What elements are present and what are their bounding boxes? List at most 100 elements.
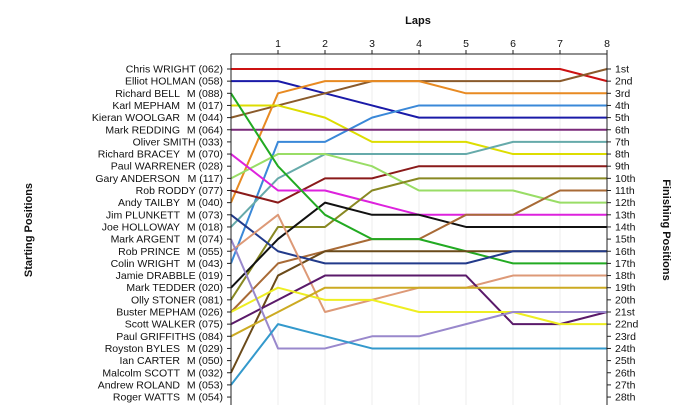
finishing-position-label: 12th <box>615 197 636 209</box>
axes <box>227 50 611 406</box>
starting-driver-name: Mark ARGENT <box>111 234 181 246</box>
starting-driver-name: Mark TEDDER (020) <box>126 282 223 294</box>
finishing-position-label: 23rd <box>615 331 636 343</box>
series-line <box>231 80 607 119</box>
starting-driver-name: Joe HOLLOWAY <box>102 221 180 233</box>
series-line <box>230 286 607 338</box>
starting-driver-code: M (055) <box>187 246 223 258</box>
finishing-position-label: 27th <box>615 379 636 391</box>
starting-driver-code: M (032) <box>187 367 223 379</box>
x-tick-label: 6 <box>510 38 516 50</box>
starting-driver-name: Roger WATTS <box>113 392 180 404</box>
starting-driver-code: M (117) <box>188 173 223 185</box>
finishing-position-label: 2nd <box>615 76 633 88</box>
series-line <box>230 165 607 204</box>
x-tick-label: 3 <box>369 38 375 50</box>
finishing-position-label: 26th <box>615 367 636 379</box>
starting-driver-name: Richard BELL <box>115 88 180 100</box>
finishing-position-label: 7th <box>615 136 630 148</box>
starting-driver-code: M (029) <box>187 343 223 355</box>
finishing-position-label: 10th <box>615 173 636 185</box>
series-line <box>230 80 607 204</box>
starting-driver-name: Kieran WOOLGAR <box>92 112 181 124</box>
series-layer <box>230 68 608 386</box>
finishing-position-label: 28th <box>615 392 636 404</box>
finishing-position-label: 22nd <box>615 319 639 331</box>
finishing-position-label: 9th <box>615 161 630 173</box>
finishing-position-label: 18th <box>615 270 636 282</box>
series-line <box>231 68 608 83</box>
starting-driver-name: Malcolm SCOTT <box>102 367 180 379</box>
finishing-position-label: 3rd <box>615 88 630 100</box>
starting-driver-name: Rob RODDY (077) <box>136 185 223 197</box>
starting-driver-name: Richard BRACEY <box>98 149 180 161</box>
starting-driver-name: Paul WARRENER (028) <box>111 161 223 173</box>
starting-driver-name: Elliot HOLMAN (058) <box>125 76 223 88</box>
starting-driver-code: M (050) <box>187 355 223 367</box>
labels: 1 2 3 4 5 6 7 8 Chris WRIGHT (062)Elliot HOLMAN … <box>92 38 639 404</box>
finishing-position-label: 17th <box>615 258 636 270</box>
starting-driver-name: Ian CARTER <box>120 355 181 367</box>
starting-driver-name: Gary ANDERSON <box>95 173 180 185</box>
starting-driver-code: M (044) <box>187 112 223 124</box>
starting-driver-code: M (074) <box>187 234 223 246</box>
series-line <box>230 286 607 326</box>
starting-driver-code: M (043) <box>187 258 223 270</box>
starting-driver-name: Oliver SMITH (033) <box>133 136 223 148</box>
starting-driver-name: Mark REDDING <box>105 124 180 136</box>
finishing-position-label: 5th <box>615 112 630 124</box>
finishing-position-label: 4th <box>615 100 630 112</box>
starting-driver-name: Scott WALKER (075) <box>125 319 223 331</box>
finishing-position-label: 24th <box>615 343 636 355</box>
starting-driver-name: Olly STONER (081) <box>131 294 223 306</box>
x-tick-label: 7 <box>557 38 563 50</box>
starting-driver-code: M (070) <box>187 149 223 161</box>
starting-driver-name: Colin WRIGHT <box>111 258 181 270</box>
starting-driver-name: Karl MEPHAM <box>112 100 180 112</box>
finishing-position-label: 15th <box>615 234 636 246</box>
finishing-position-label: 25th <box>615 355 636 367</box>
series-line <box>230 104 607 264</box>
finishing-position-label: 16th <box>615 246 636 258</box>
x-tick-label: 2 <box>322 38 328 50</box>
series-line <box>230 92 607 265</box>
x-tick-label: 5 <box>463 38 469 50</box>
series-line <box>230 201 607 289</box>
series-line <box>230 140 607 228</box>
finishing-position-label: 20th <box>615 294 636 306</box>
y-axis-left-title: Starting Positions <box>23 183 35 277</box>
grid <box>277 54 608 406</box>
starting-driver-name: Royston BYLES <box>105 343 180 355</box>
starting-driver-code: M (017) <box>187 100 223 112</box>
starting-driver-name: Buster MEPHAM (026) <box>116 307 223 319</box>
starting-driver-code: M (073) <box>187 209 223 221</box>
finishing-position-label: 11th <box>615 185 635 197</box>
series-line <box>230 214 607 265</box>
starting-driver-name: Andrew ROLAND <box>98 379 181 391</box>
y-axis-right-title: Finishing Positions <box>660 179 672 280</box>
starting-driver-code: M (064) <box>187 124 223 136</box>
x-tick-label: 1 <box>275 38 281 50</box>
series-line <box>231 104 607 156</box>
starting-driver-name: Chris WRIGHT (062) <box>126 64 223 76</box>
starting-driver-name: Jamie DRABBLE (019) <box>116 270 223 282</box>
starting-driver-name: Andy TAILBY <box>118 197 180 209</box>
finishing-position-label: 14th <box>615 221 636 233</box>
starting-driver-code: M (088) <box>187 88 223 100</box>
x-tick-label: 8 <box>604 38 610 50</box>
starting-driver-code: M (053) <box>187 379 223 391</box>
finishing-position-label: 19th <box>615 282 636 294</box>
starting-driver-name: Jim PLUNKETT <box>106 209 181 221</box>
finishing-position-label: 13th <box>615 209 636 221</box>
starting-driver-name: Rob PRINCE <box>118 246 180 258</box>
chart-title: Laps <box>405 15 431 27</box>
series-line <box>230 238 607 350</box>
starting-driver-name: Paul GRIFFITHS (084) <box>116 331 223 343</box>
finishing-position-label: 1st <box>615 64 629 76</box>
starting-driver-code: M (040) <box>187 197 223 209</box>
series-line <box>230 323 607 386</box>
finishing-position-label: 8th <box>615 149 630 161</box>
starting-driver-code: M (018) <box>187 221 223 233</box>
starting-driver-code: M (054) <box>187 392 223 404</box>
